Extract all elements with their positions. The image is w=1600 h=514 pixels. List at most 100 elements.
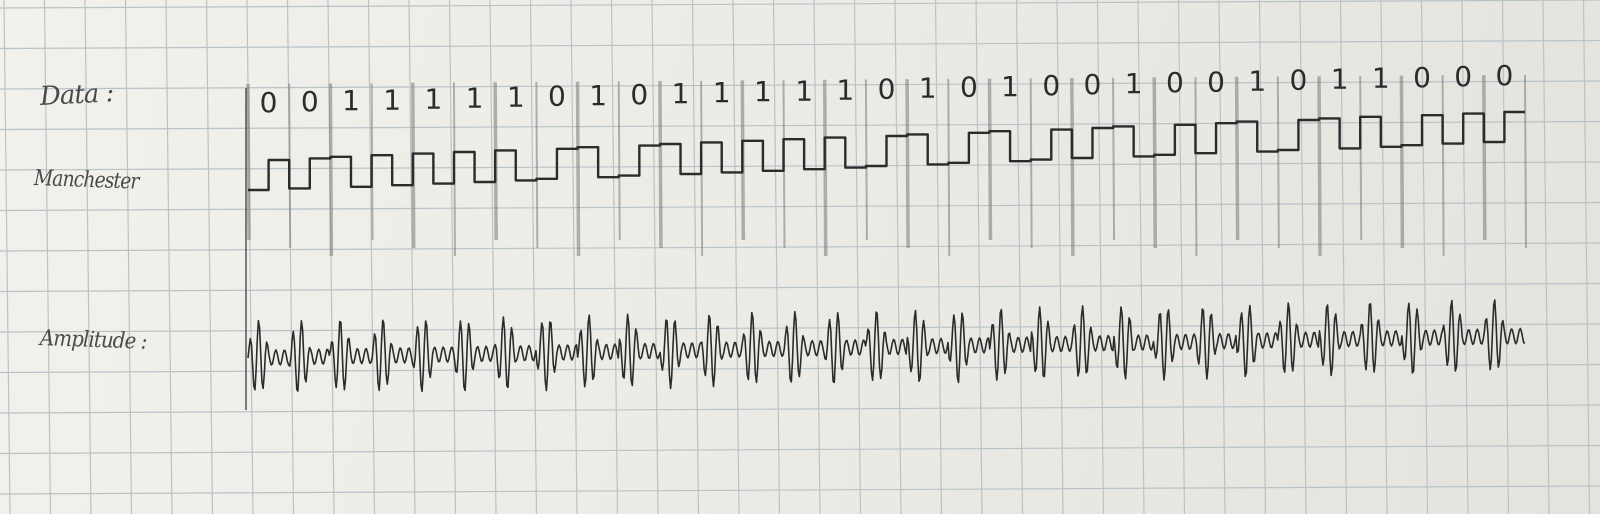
grid-line-vertical bbox=[894, 0, 902, 514]
grid-line-horizontal bbox=[0, 282, 1600, 293]
grid-line-vertical bbox=[1015, 0, 1024, 514]
grid-line-vertical bbox=[1380, 0, 1388, 514]
data-bit: 0 bbox=[1084, 68, 1102, 101]
bit-divider bbox=[1234, 76, 1240, 241]
data-bit: 0 bbox=[1042, 69, 1060, 102]
grid-line-vertical bbox=[1218, 0, 1226, 514]
bit-divider bbox=[864, 79, 868, 241]
data-bit: 1 bbox=[1001, 70, 1019, 103]
grid-line-vertical bbox=[1461, 0, 1469, 514]
grid-line-vertical bbox=[489, 0, 497, 514]
grid-line-vertical bbox=[165, 0, 173, 514]
bit-divider bbox=[1317, 76, 1322, 257]
data-bit: 1 bbox=[919, 72, 937, 105]
grid-line-horizontal bbox=[0, 323, 1600, 333]
data-bit: 0 bbox=[301, 85, 319, 118]
grid-line-horizontal bbox=[0, 485, 1600, 495]
grid-line-vertical bbox=[1096, 0, 1105, 514]
grid-line-vertical bbox=[43, 0, 52, 514]
grid-line-vertical bbox=[1542, 0, 1550, 514]
grid-line-horizontal bbox=[0, 39, 1600, 50]
bit-divider bbox=[535, 81, 539, 249]
grid-line-vertical bbox=[124, 0, 133, 514]
grid-line-vertical bbox=[975, 0, 983, 514]
data-bit: 1 bbox=[754, 75, 772, 108]
bit-divider bbox=[905, 79, 910, 249]
data-bit: 0 bbox=[1454, 60, 1472, 93]
data-bit: 1 bbox=[713, 76, 731, 109]
data-bit: 1 bbox=[424, 82, 442, 115]
bit-divider bbox=[575, 81, 581, 257]
data-bit: 1 bbox=[383, 83, 401, 116]
data-bit: 0 bbox=[1413, 61, 1431, 94]
grid-line-vertical bbox=[1501, 0, 1510, 514]
grid-line-vertical bbox=[448, 0, 457, 514]
grid-line-horizontal bbox=[0, 80, 1600, 90]
grid-line-vertical bbox=[84, 0, 92, 514]
grid-line-vertical bbox=[1420, 0, 1429, 514]
data-bit: 1 bbox=[466, 82, 484, 115]
bit-divider bbox=[987, 78, 993, 241]
data-bit: 1 bbox=[1331, 63, 1349, 96]
grid-line-vertical bbox=[1258, 0, 1267, 514]
data-bit: 0 bbox=[630, 78, 648, 111]
grid-line-vertical bbox=[853, 0, 862, 514]
bit-dividers bbox=[246, 74, 1527, 257]
bit-divider bbox=[1194, 77, 1198, 257]
grid-line-vertical bbox=[1056, 0, 1064, 514]
bit-divider bbox=[947, 78, 951, 257]
bit-divider bbox=[1112, 77, 1116, 241]
data-bit: 0 bbox=[260, 86, 278, 119]
bit-divider bbox=[1524, 74, 1527, 249]
bit-divider bbox=[1441, 75, 1445, 257]
grid-line-vertical bbox=[3, 0, 11, 514]
grid-line-vertical bbox=[1299, 0, 1307, 514]
grid-line-horizontal bbox=[0, 120, 1600, 131]
data-bit: 0 bbox=[1290, 64, 1308, 97]
amplitude-waveform bbox=[247, 299, 1526, 393]
data-bit: 1 bbox=[1372, 62, 1390, 95]
bit-divider bbox=[1152, 77, 1158, 249]
grid-line-horizontal bbox=[0, 161, 1600, 171]
bit-divider bbox=[1029, 78, 1033, 249]
grid-line-vertical bbox=[529, 0, 538, 514]
data-bit: 1 bbox=[795, 74, 813, 107]
manchester-waveform bbox=[248, 110, 1525, 192]
data-bit: 1 bbox=[342, 84, 360, 117]
grid-line-horizontal bbox=[0, 404, 1600, 414]
data-bit: 0 bbox=[1166, 66, 1184, 99]
grid-line-vertical bbox=[1177, 0, 1186, 514]
bit-divider bbox=[1399, 75, 1405, 249]
data-bit: 0 bbox=[960, 71, 978, 104]
grid-line-vertical bbox=[367, 0, 376, 514]
data-bit: 1 bbox=[1125, 67, 1143, 100]
grid-line-vertical bbox=[1339, 0, 1348, 514]
bit-divider bbox=[1276, 76, 1280, 249]
grid-line-horizontal bbox=[0, 201, 1600, 212]
data-bit: 0 bbox=[1495, 59, 1513, 92]
bit-divider bbox=[1359, 75, 1363, 241]
grid-line-vertical bbox=[1582, 0, 1591, 514]
grid-line-vertical bbox=[934, 0, 943, 514]
data-bit: 0 bbox=[1207, 65, 1225, 98]
data-bit: 1 bbox=[1248, 64, 1266, 97]
grid-line-vertical bbox=[813, 0, 821, 514]
data-bit: 1 bbox=[672, 77, 690, 110]
grid-line-vertical bbox=[205, 0, 214, 514]
grid-line-vertical bbox=[408, 0, 416, 514]
bit-divider bbox=[1482, 74, 1487, 241]
data-bit: 0 bbox=[878, 73, 896, 106]
bit-divider bbox=[1070, 77, 1075, 257]
grid-line-vertical bbox=[1137, 0, 1145, 514]
data-bit: 1 bbox=[507, 81, 525, 114]
data-bit: 1 bbox=[589, 79, 607, 112]
data-bit: 1 bbox=[836, 73, 854, 106]
bit-divider bbox=[328, 83, 334, 257]
data-bit: 0 bbox=[548, 80, 566, 113]
bit-divider bbox=[246, 83, 251, 241]
bit-divider bbox=[658, 80, 663, 249]
grid-line-horizontal bbox=[0, 0, 1600, 9]
